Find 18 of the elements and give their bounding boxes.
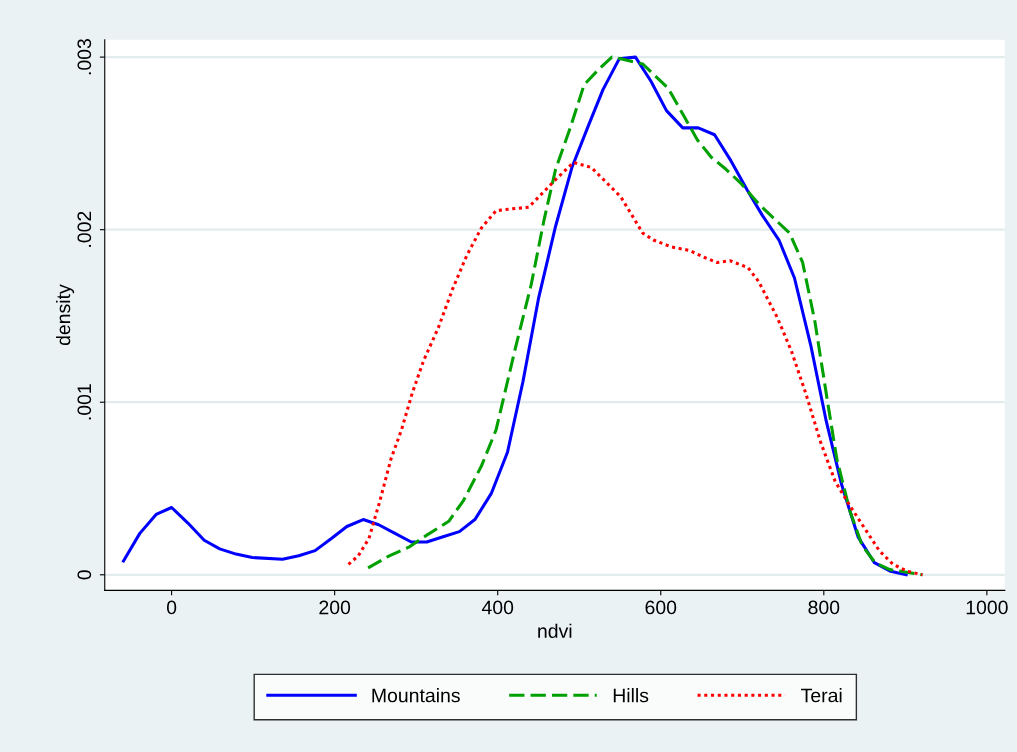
y-tick-label: 0: [77, 570, 92, 580]
x-tick-label: 600: [645, 600, 677, 615]
x-tick-label: 1000: [966, 600, 1008, 615]
legend-label: Mountains: [372, 688, 460, 703]
y-tick-label: .003: [77, 39, 92, 75]
x-tick-label: 0: [166, 600, 177, 615]
legend-label: Terai: [801, 688, 842, 703]
x-tick-label: 400: [481, 600, 514, 615]
x-tick-label: 800: [808, 600, 840, 615]
y-axis-title: density: [56, 284, 75, 346]
x-tick-label: 200: [319, 600, 351, 615]
line-series: [121, 55, 908, 577]
line-series: [366, 55, 924, 577]
x-axis-title: ndvi: [538, 623, 572, 639]
y-tick-label: .002: [77, 211, 92, 247]
y-tick-label: .001: [77, 384, 92, 420]
legend-label: Hills: [613, 688, 649, 703]
line-series: [346, 160, 924, 577]
